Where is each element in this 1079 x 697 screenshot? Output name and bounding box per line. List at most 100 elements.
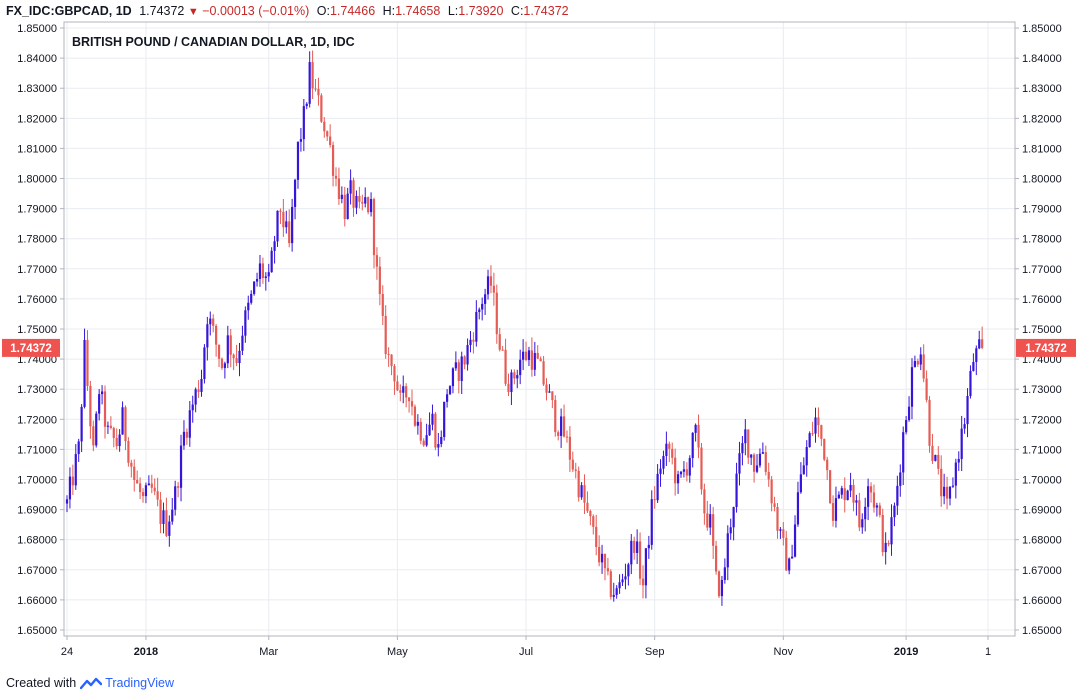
candle-body bbox=[258, 263, 262, 280]
y-tick-label: 1.77000 bbox=[17, 264, 57, 276]
candle-body bbox=[106, 425, 110, 427]
candle-body bbox=[334, 175, 338, 179]
candle-body bbox=[972, 361, 975, 371]
candle-body bbox=[636, 541, 639, 553]
candle-body bbox=[109, 425, 112, 428]
candle-body bbox=[627, 564, 630, 577]
candle-body bbox=[361, 201, 364, 204]
candle-body bbox=[875, 505, 878, 508]
candle-body bbox=[814, 417, 817, 434]
candle-body bbox=[124, 407, 127, 442]
candle-body bbox=[343, 194, 346, 219]
candle-body bbox=[399, 390, 402, 393]
candle-body bbox=[624, 576, 627, 580]
candle-body bbox=[823, 438, 826, 460]
candle-body bbox=[165, 510, 168, 536]
candle-body bbox=[592, 516, 595, 527]
candle-body bbox=[466, 345, 469, 365]
candle-body bbox=[206, 324, 209, 348]
candle-body bbox=[118, 434, 121, 447]
candle-body bbox=[285, 221, 288, 228]
y-tick-label: 1.75000 bbox=[1022, 324, 1062, 336]
tradingview-brand[interactable]: TradingView bbox=[105, 676, 174, 690]
x-tick-label: Nov bbox=[774, 646, 794, 658]
created-with-label: Created with bbox=[6, 676, 77, 690]
candle-body bbox=[931, 445, 934, 461]
candle-body bbox=[402, 386, 405, 393]
candle-body bbox=[527, 350, 531, 361]
candle-body bbox=[340, 194, 343, 199]
candle-body bbox=[536, 352, 539, 359]
candle-body bbox=[472, 339, 475, 342]
candle-body bbox=[975, 348, 978, 362]
y-tick-label: 1.76000 bbox=[17, 294, 57, 306]
candle-body bbox=[755, 465, 759, 472]
candle-body bbox=[577, 470, 580, 498]
candle-body bbox=[861, 519, 864, 528]
candle-body bbox=[203, 347, 206, 380]
candle-body bbox=[250, 293, 253, 303]
candle-body bbox=[74, 454, 77, 486]
candle-body bbox=[589, 511, 592, 517]
candle-body bbox=[674, 457, 677, 484]
candle-body bbox=[714, 545, 718, 572]
candle-body bbox=[869, 486, 873, 493]
candle-body bbox=[92, 426, 95, 446]
candle-body bbox=[489, 276, 493, 286]
candle-body bbox=[188, 410, 191, 438]
candle-body bbox=[960, 428, 963, 459]
candle-body bbox=[717, 571, 721, 597]
candle-body bbox=[913, 361, 917, 368]
candle-body bbox=[358, 195, 361, 202]
candle-body bbox=[633, 540, 636, 553]
candle-body bbox=[443, 401, 446, 438]
candle-body bbox=[788, 558, 791, 571]
candle-body bbox=[349, 180, 352, 194]
y-tick-label: 1.82000 bbox=[17, 113, 57, 125]
open-label: O: bbox=[316, 4, 330, 18]
candle-body bbox=[355, 195, 358, 208]
candle-body bbox=[750, 454, 753, 458]
candle-body bbox=[144, 485, 148, 497]
candle-body bbox=[928, 399, 931, 446]
y-tick-label: 1.68000 bbox=[1022, 535, 1062, 547]
candle-body bbox=[484, 294, 487, 304]
candle-body bbox=[130, 462, 133, 467]
candle-body bbox=[457, 362, 460, 381]
y-axis-right: 1.65000 1.66000 1.67000 1.68000 1.69000 1.700… bbox=[1015, 23, 1062, 637]
candle-body bbox=[329, 136, 332, 146]
price-tag-left bbox=[2, 338, 60, 357]
candle-body bbox=[492, 285, 495, 293]
candle-body bbox=[326, 131, 329, 137]
candle-body bbox=[954, 462, 957, 486]
candle-body bbox=[764, 452, 767, 472]
candle-body bbox=[785, 537, 788, 571]
candle-body bbox=[434, 413, 437, 448]
candle-body bbox=[656, 473, 659, 501]
candle-body bbox=[481, 303, 484, 310]
candle-body bbox=[293, 179, 297, 207]
y-tick-label: 1.77000 bbox=[1022, 264, 1062, 276]
y-tick-label: 1.83000 bbox=[1022, 83, 1062, 95]
candle-body bbox=[580, 485, 583, 498]
open-value: 1.74466 bbox=[329, 4, 376, 18]
candle-body bbox=[407, 397, 411, 402]
candle-body bbox=[419, 421, 422, 441]
candle-body bbox=[375, 255, 379, 267]
candle-body bbox=[267, 272, 270, 277]
candle-body bbox=[808, 433, 811, 448]
candle-body bbox=[486, 276, 490, 295]
candle-body bbox=[498, 334, 501, 350]
symbol-label: FX_IDC:GBPCAD, 1D bbox=[6, 4, 132, 18]
close-value: 1.74372 bbox=[523, 4, 569, 18]
candle-body bbox=[744, 429, 747, 444]
candle-body bbox=[940, 468, 943, 497]
candle-body bbox=[212, 318, 215, 326]
y-tick-label: 1.78000 bbox=[1022, 234, 1062, 246]
candle-body bbox=[583, 485, 586, 503]
candle-body bbox=[650, 499, 653, 545]
candle-body bbox=[156, 491, 159, 500]
candle-body bbox=[177, 486, 180, 488]
y-tick-label: 1.74000 bbox=[1022, 354, 1062, 366]
